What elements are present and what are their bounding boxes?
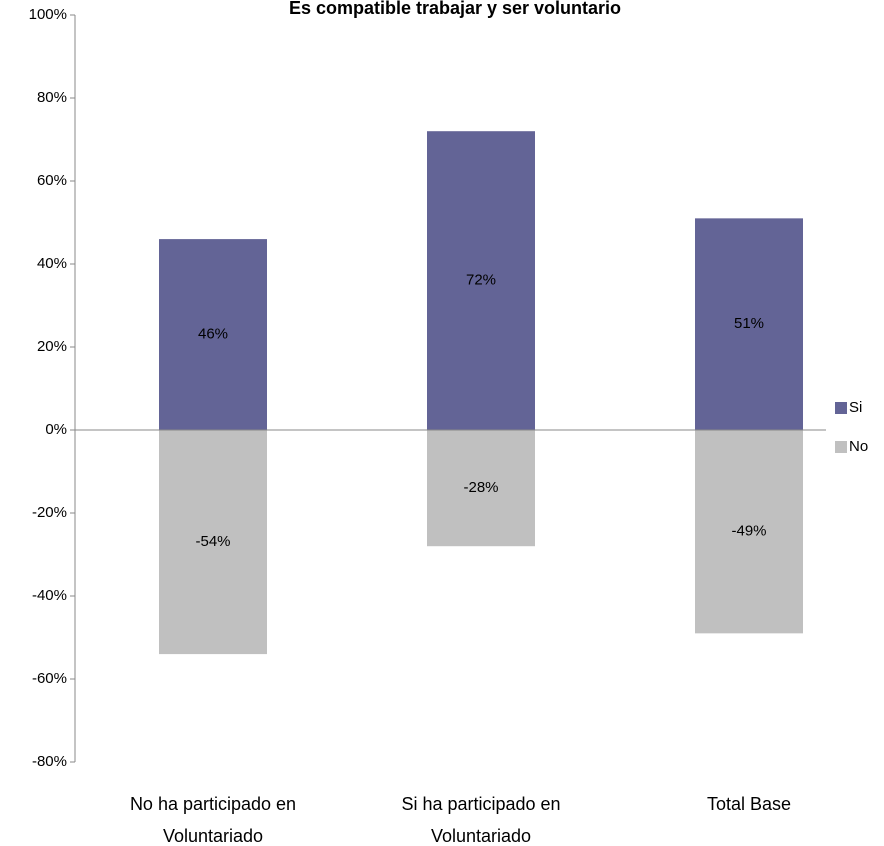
y-tick-label: -60% (32, 670, 67, 687)
bar (427, 430, 535, 547)
x-tick-label: Si ha participado en Voluntariado (401, 794, 561, 846)
bar (159, 430, 267, 655)
y-tick-label: 60% (37, 172, 67, 189)
bar (159, 239, 267, 430)
legend-swatch (835, 402, 847, 414)
data-label: -49% (731, 523, 766, 540)
y-tick-label: -80% (32, 753, 67, 770)
bar (427, 131, 535, 430)
y-tick-label: 20% (37, 338, 67, 355)
x-tick-label: No ha participado en Voluntariado (129, 794, 297, 846)
bar (695, 218, 803, 430)
legend-swatch (835, 441, 847, 453)
y-tick-label: -40% (32, 587, 67, 604)
y-tick-label: 80% (37, 89, 67, 106)
y-tick-label: 0% (45, 421, 67, 438)
data-label: -28% (463, 479, 498, 496)
legend-label: No (849, 438, 868, 455)
y-tick-label: -20% (32, 504, 67, 521)
chart-title: Es compatible trabajar y ser voluntario (289, 0, 621, 18)
data-label: 51% (734, 315, 764, 332)
legend-label: Si (849, 399, 862, 416)
y-tick-label: 40% (37, 255, 67, 272)
x-tick-label: Total Base (706, 794, 792, 814)
bar (695, 430, 803, 634)
y-tick-label: 100% (29, 6, 67, 23)
data-label: 72% (466, 272, 496, 289)
data-label: 46% (198, 326, 228, 343)
data-label: -54% (195, 533, 230, 550)
